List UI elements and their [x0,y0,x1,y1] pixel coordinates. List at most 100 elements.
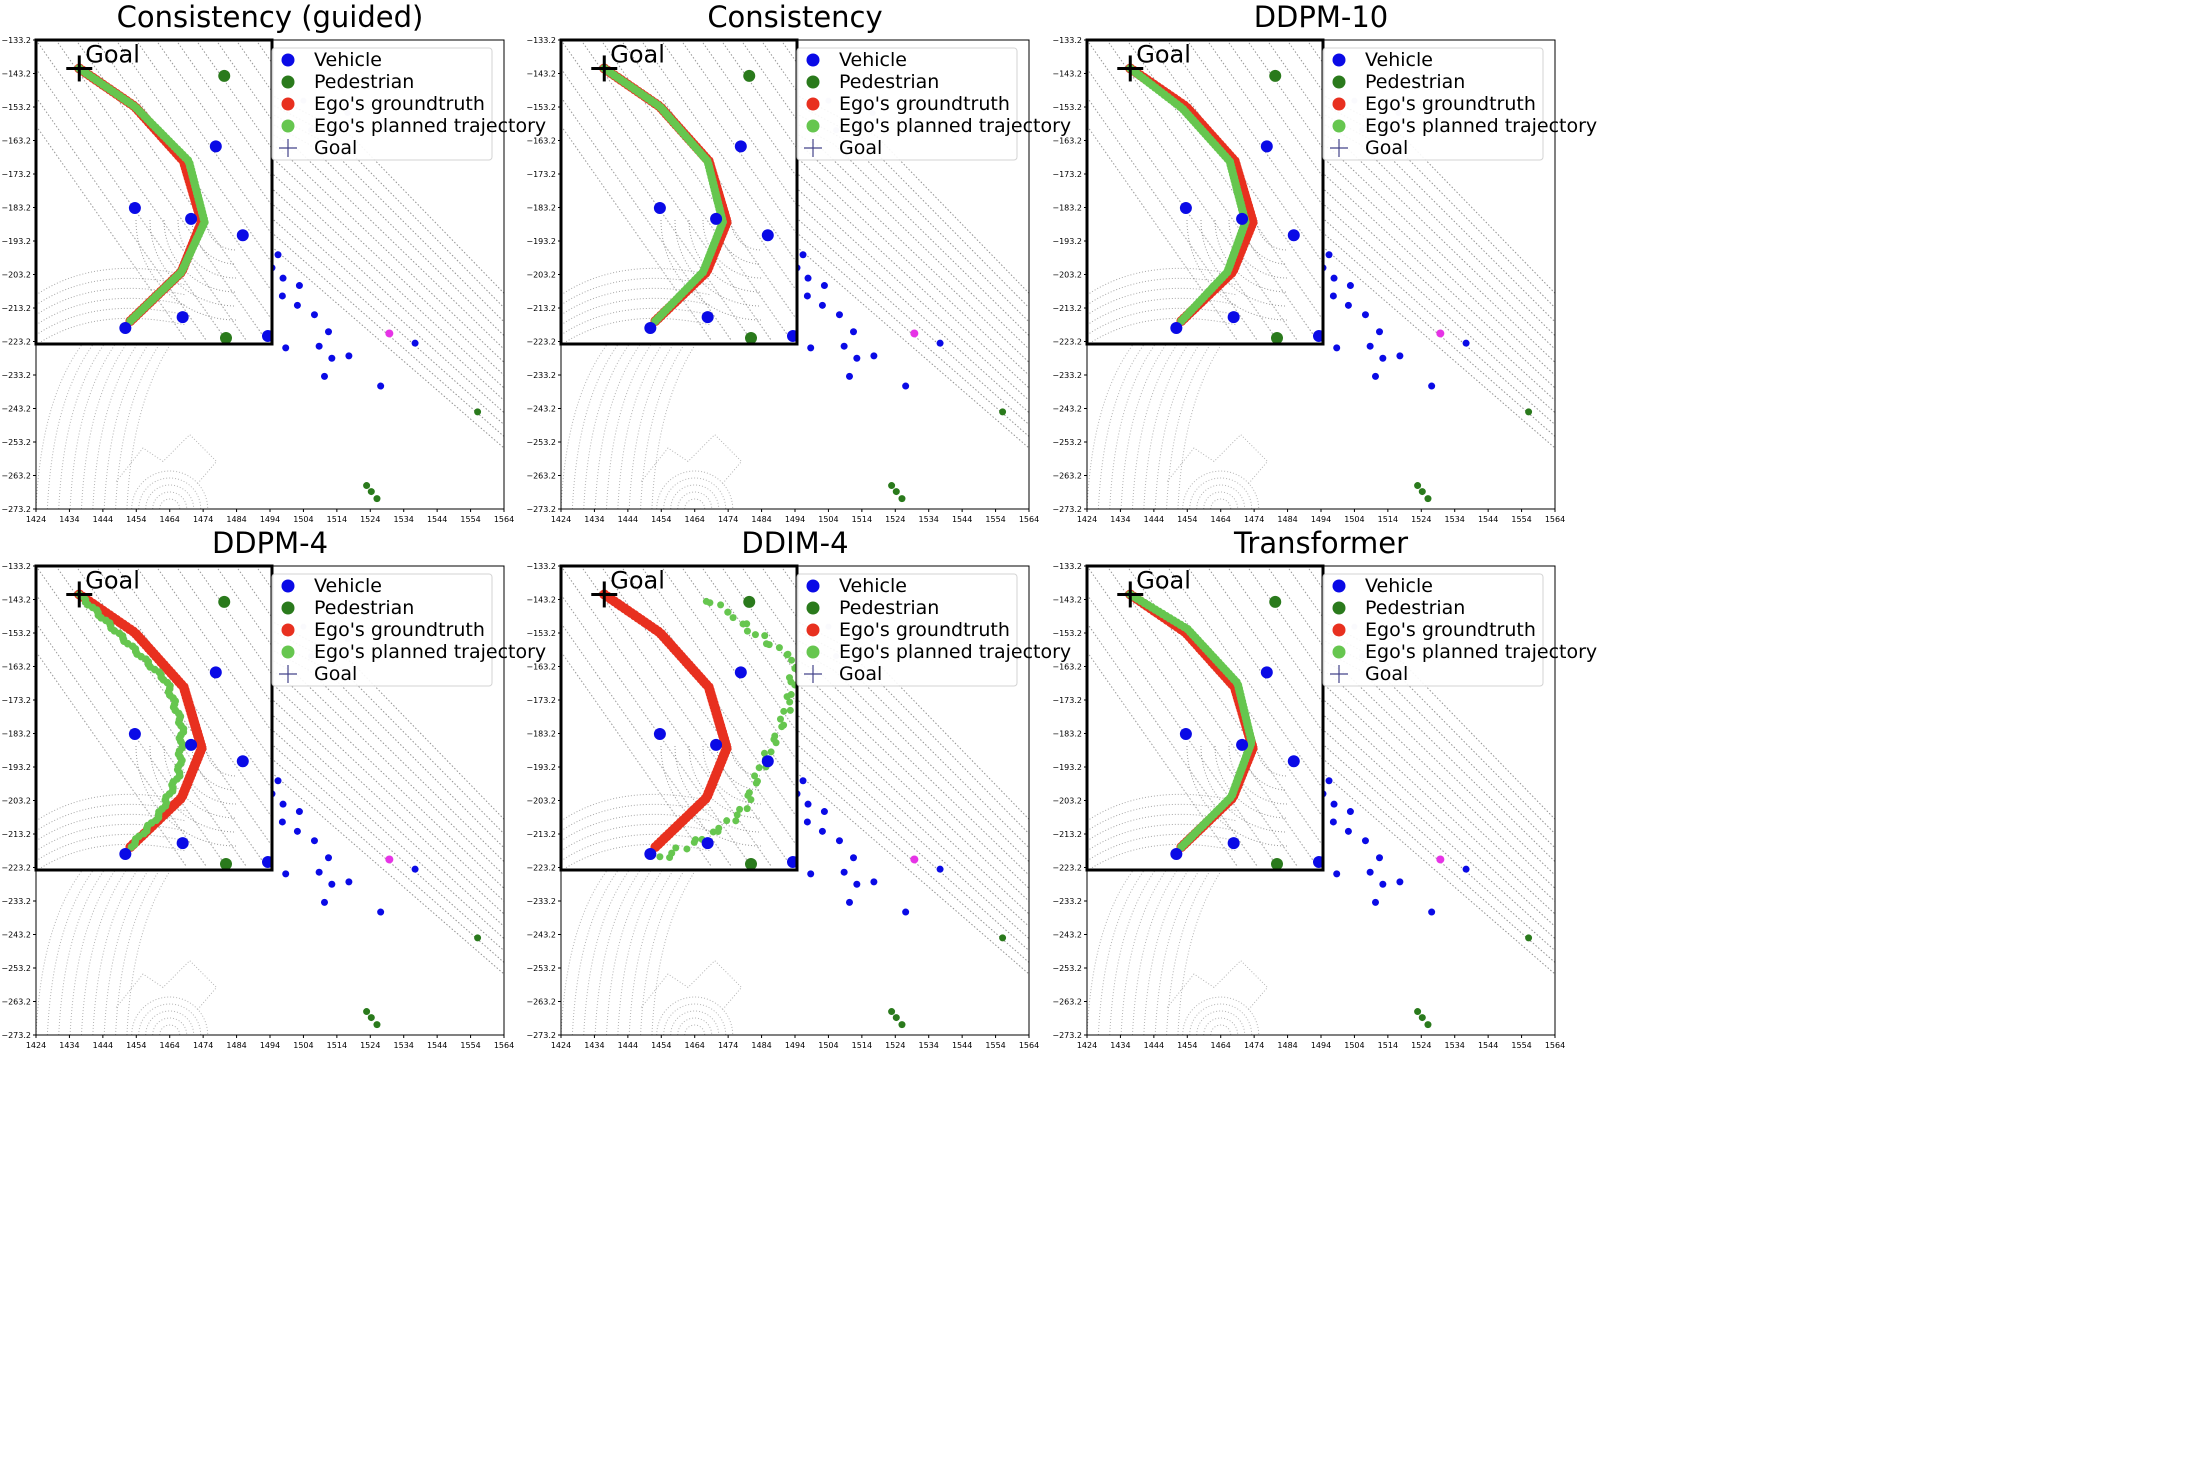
lane-curve [80,792,229,1035]
roundabout-arc [656,996,734,1035]
legend-label-planned: Ego's planned trajectory [1365,641,1597,663]
x-tick-label: 1514 [327,515,347,524]
y-tick-label: −203.2 [526,271,556,280]
y-tick-label: −273.2 [1,505,31,514]
y-tick-label: −263.2 [1,472,31,481]
lane-curve [1120,269,1269,509]
pedestrian-point [898,1021,906,1029]
legend-label-vehicle: Vehicle [839,575,907,597]
inset-arc [674,745,762,833]
inset-vehicle-point [761,229,774,242]
inset-pedestrian-point [1271,332,1283,344]
planned-point [743,805,751,813]
vehicle-point [282,870,290,878]
legend-label-pedestrian: Pedestrian [839,71,939,93]
x-tick-label: 1544 [427,1041,447,1050]
inset-content [1087,566,1323,870]
pedestrian-marker [1332,601,1346,615]
vehicle-point [1379,354,1387,362]
roundabout-arc [1182,470,1260,509]
y-tick-label: −253.2 [1052,964,1082,973]
roundabout-arc [684,1024,706,1035]
y-tick-label: −243.2 [1052,931,1082,940]
inset-lane [36,67,227,341]
magenta-point [1436,329,1445,338]
pedestrian-point [1418,488,1426,496]
vehicle-point [1462,865,1470,873]
plus-icon [66,581,93,608]
vehicle-point [278,292,286,300]
vehicle-point [411,339,419,347]
x-tick-label: 1534 [919,1041,939,1050]
y-tick-label: −243.2 [1,931,31,940]
y-tick-label: −163.2 [1,663,31,672]
chart-title: Consistency [707,0,882,34]
x-tick-label: 1424 [551,1041,571,1050]
inset-vehicle-point [1170,848,1183,861]
legend-label-goal: Goal [1365,137,1408,159]
legend-box [796,573,1018,687]
inset-vehicle-point [209,140,222,153]
planned-point [786,698,794,706]
x-tick-label: 1504 [1344,515,1364,524]
roundabout-arc [1203,1017,1239,1035]
roundabout-arc [1196,484,1246,509]
inset-lane [1087,566,1298,867]
y-tick-label: −143.2 [1052,70,1082,79]
vehicle-point [870,352,878,360]
vehicle-point [853,880,861,888]
inset-lane [36,96,207,341]
vehicle-point [1346,282,1354,290]
y-tick-label: −223.2 [1052,864,1082,873]
x-tick-label: 1464 [685,1041,705,1050]
inset-lane [1106,40,1318,341]
vehicle-point [835,311,843,319]
lane-curve [80,266,229,509]
roundabout-arc [159,498,181,509]
x-tick-label: 1564 [1545,1041,1565,1050]
y-tick-label: −273.2 [526,1031,556,1040]
inset-road [1087,833,1238,862]
planned-point [668,849,676,857]
pedestrian-point [1525,934,1533,942]
x-tick-label: 1554 [1511,515,1531,524]
legend-label-pedestrian: Pedestrian [839,597,939,619]
legend-box [271,47,493,161]
y-tick-label: −183.2 [526,730,556,739]
vehicle-point [1366,868,1374,876]
groundtruth-marker [806,97,820,111]
plus-icon [591,581,618,608]
x-tick-label: 1514 [327,1041,347,1050]
roundabout-arc [131,470,209,509]
planned-point [739,620,747,628]
y-tick-label: −183.2 [1052,204,1082,213]
vehicle-point [328,880,336,888]
inset-pedestrian-point [1269,69,1282,82]
y-tick-label: −203.2 [526,797,556,806]
vehicle-point [1462,339,1470,347]
y-tick-label: −143.2 [1,596,31,605]
inset-lane [580,40,792,341]
vehicle-point [1330,800,1338,808]
inset-vehicle-point [185,738,198,751]
lane-line [36,585,504,975]
building-outline [640,959,743,1012]
roundabout-arc [1196,1010,1246,1035]
inset-lane [640,40,797,264]
y-tick-label: −253.2 [526,438,556,447]
x-tick-label: 1494 [260,515,280,524]
legend-label-vehicle: Vehicle [1365,575,1433,597]
pedestrian-point [373,1021,381,1029]
planned-point [780,721,788,729]
y-tick-label: −143.2 [526,596,556,605]
inset-vehicle-point [734,140,747,153]
chart-title: Consistency (guided) [117,0,424,34]
y-tick-label: −253.2 [1052,438,1082,447]
inset-road [36,833,187,862]
x-tick-label: 1464 [1211,1041,1231,1050]
lane-line [561,585,1029,975]
vehicle-point [293,301,301,309]
inset-lane [561,622,732,867]
planned-point [702,597,710,605]
